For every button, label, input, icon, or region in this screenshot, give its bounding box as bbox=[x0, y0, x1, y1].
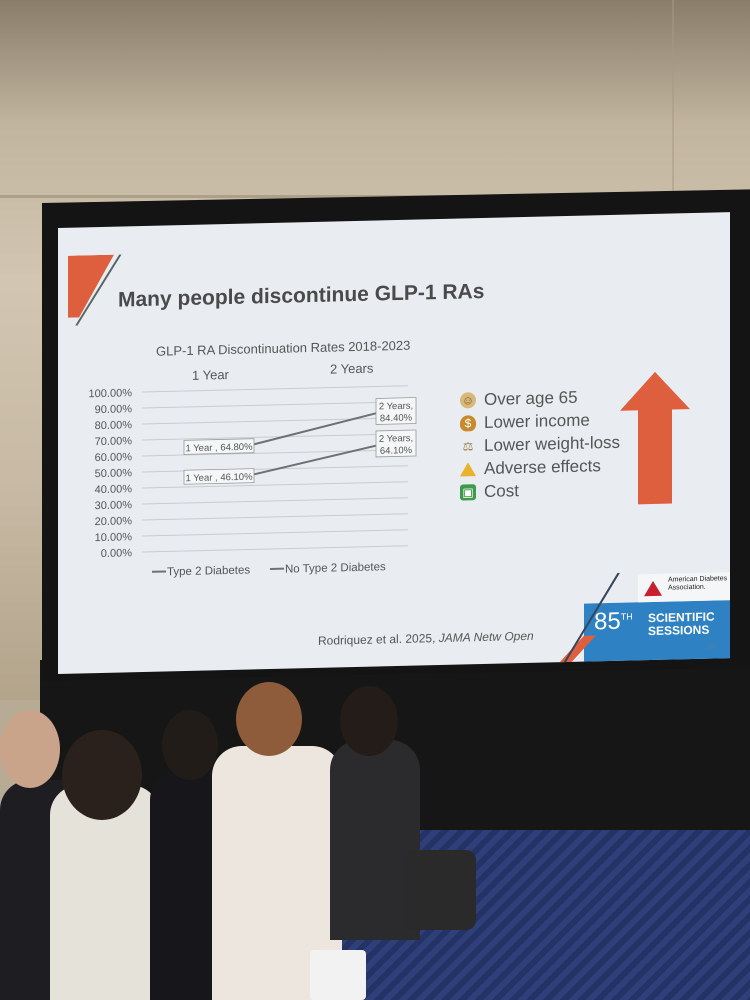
y-tick-label: 90.00% bbox=[95, 403, 133, 416]
elderly-person-icon: ☺ bbox=[460, 391, 476, 409]
series-line bbox=[247, 410, 385, 447]
legend-label: Type 2 Diabetes bbox=[167, 564, 250, 578]
y-tick-label: 30.00% bbox=[95, 499, 133, 512]
data-label-box bbox=[183, 438, 255, 455]
ada-logo-box: American Diabetes Association. bbox=[638, 572, 730, 603]
gridline bbox=[142, 481, 408, 489]
backpack bbox=[404, 850, 476, 930]
money-bag-icon: $ bbox=[460, 414, 476, 432]
risk-item-label: Lower weight-loss bbox=[484, 432, 621, 455]
y-tick-label: 20.00% bbox=[95, 515, 133, 528]
column-header-2-years: 2 Years bbox=[330, 360, 374, 377]
balance-scale-icon: ⚖ bbox=[462, 438, 474, 453]
data-label: 1 Year , 46.10% bbox=[185, 472, 253, 485]
warning-icon bbox=[460, 461, 476, 477]
audience-head bbox=[236, 682, 302, 756]
data-label: 2 Years, bbox=[379, 433, 413, 445]
audience bbox=[0, 670, 480, 1000]
data-label-box bbox=[183, 468, 255, 485]
event-branding: American Diabetes Association. 85TH SCIE… bbox=[556, 570, 730, 664]
presentation-slide: Many people discontinue GLP-1 RAs GLP-1 … bbox=[58, 212, 730, 674]
audience-head bbox=[340, 686, 398, 756]
data-label: 1 Year , 64.80% bbox=[185, 442, 253, 455]
column-header-1-year: 1 Year bbox=[192, 366, 229, 383]
audience-head bbox=[62, 730, 142, 820]
gridline bbox=[142, 417, 408, 425]
gridline bbox=[142, 385, 408, 393]
slide-page-number: 10 bbox=[708, 644, 715, 651]
legend-label: No Type 2 Diabetes bbox=[285, 561, 386, 575]
slide-corner-accent bbox=[68, 255, 114, 318]
gridline bbox=[142, 529, 408, 537]
up-arrow-icon bbox=[620, 371, 690, 505]
data-label: 84.40% bbox=[380, 413, 413, 425]
gridline bbox=[142, 497, 408, 505]
y-tick-label: 40.00% bbox=[95, 483, 133, 496]
citation-journal: JAMA Netw Open bbox=[438, 628, 534, 646]
y-tick-label: 80.00% bbox=[95, 419, 133, 432]
risk-item-label: Adverse effects bbox=[484, 455, 601, 478]
y-tick-label: 70.00% bbox=[95, 435, 133, 448]
risk-factor-list: ☺ Over age 65 $ Lower income ⚖ Lower wei… bbox=[460, 385, 620, 504]
session-name: SCIENTIFIC SESSIONS bbox=[648, 609, 715, 639]
gridline bbox=[142, 513, 408, 521]
gridline bbox=[142, 545, 408, 553]
gridline bbox=[142, 401, 408, 409]
y-tick-label: 60.00% bbox=[95, 451, 133, 464]
audience-member bbox=[50, 785, 160, 1000]
audience-head bbox=[162, 710, 218, 780]
gridline bbox=[142, 449, 408, 457]
shopping-bag bbox=[310, 950, 366, 1000]
y-tick-label: 0.00% bbox=[101, 547, 132, 560]
chart-title: GLP-1 RA Discontinuation Rates 2018-2023 bbox=[156, 337, 411, 359]
data-label: 2 Years, bbox=[379, 401, 413, 413]
cash-icon: ▣ bbox=[460, 483, 476, 501]
citation: Rodriquez et al. 2025, JAMA Netw Open bbox=[318, 629, 534, 648]
slide-title: Many people discontinue GLP-1 RAs bbox=[118, 279, 485, 312]
wall-column bbox=[672, 0, 674, 230]
discontinuation-line-chart: 100.00% 90.00% 80.00% 70.00% 60.00% 50.00% 40.… bbox=[89, 385, 417, 578]
data-label-box bbox=[375, 397, 417, 425]
citation-authors: Rodriquez et al. 2025, bbox=[318, 631, 439, 648]
ada-org-name: American Diabetes Association. bbox=[668, 575, 728, 592]
data-label-box bbox=[375, 429, 417, 458]
gridline bbox=[142, 433, 408, 441]
ada-triangle-logo-icon bbox=[644, 580, 662, 597]
y-tick-label: 50.00% bbox=[95, 467, 133, 480]
risk-item-label: Cost bbox=[484, 480, 519, 501]
risk-item-label: Lower income bbox=[484, 409, 590, 432]
risk-item-cost: ▣ Cost bbox=[460, 477, 620, 504]
audience-head bbox=[0, 710, 60, 788]
data-label: 64.10% bbox=[380, 445, 413, 457]
series-line bbox=[247, 442, 385, 477]
y-tick-label: 100.00% bbox=[89, 387, 133, 400]
session-number: 85TH bbox=[594, 607, 633, 636]
y-tick-label: 10.00% bbox=[95, 531, 133, 544]
risk-item-label: Over age 65 bbox=[484, 387, 578, 409]
